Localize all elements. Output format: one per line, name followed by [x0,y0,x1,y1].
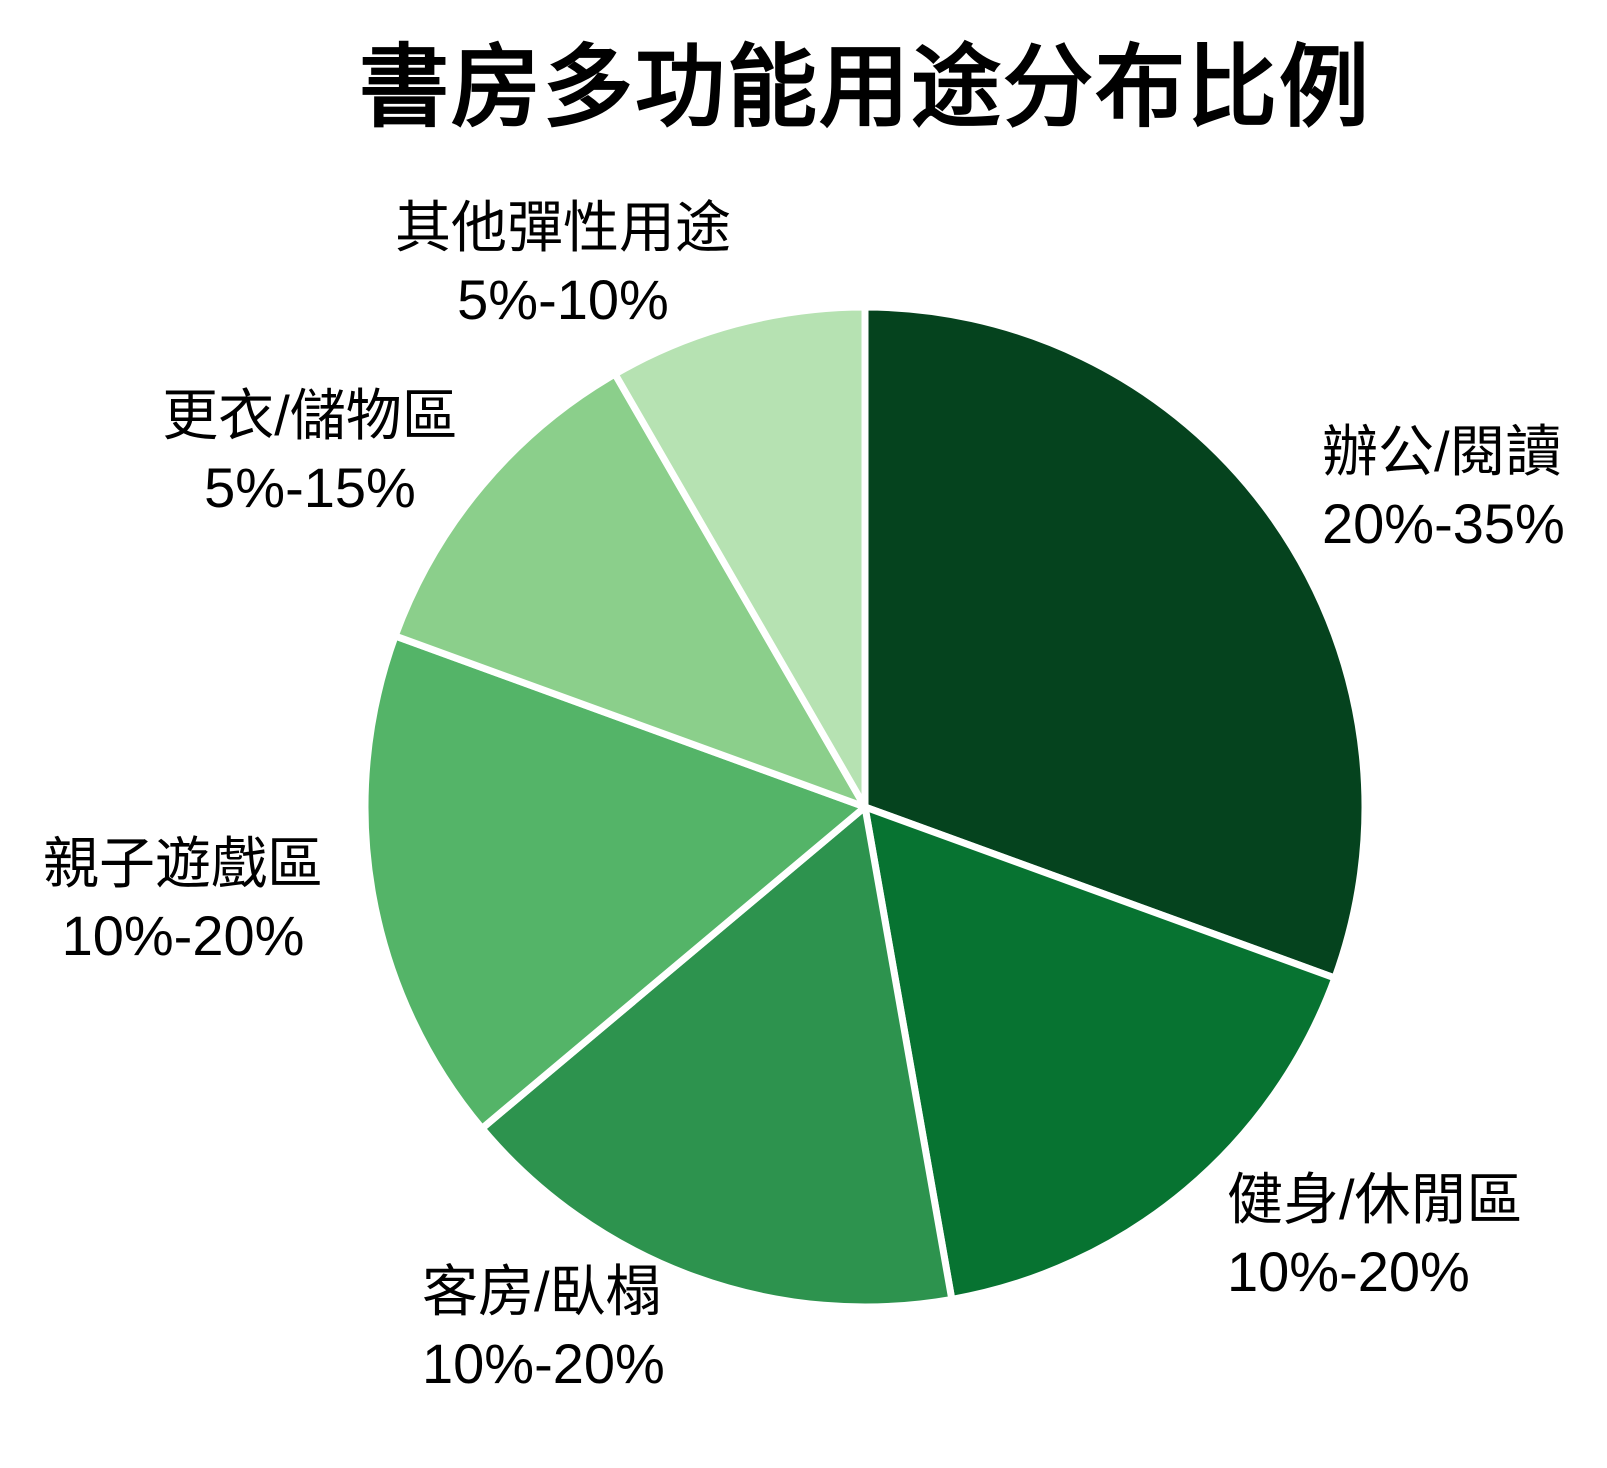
pie-slice-4 [391,370,869,811]
slice-percent-range: 10%-20% [61,903,305,967]
pie-slice-3 [361,632,869,1132]
slice-category-text: 健身/休閒區 [1227,1168,1523,1231]
slice-category-text: 客房/臥榻 [422,1260,662,1323]
pie-slice-5 [611,303,869,811]
pie-slice-label-0: 辦公/閱讀 20%-35% [1322,416,1565,559]
slice-percent-range: 10%-20% [422,1331,665,1395]
pie-slice-label-5: 其他彈性用途 5%-10% [395,192,731,335]
pie-slice-label-3: 親子遊戲區 10%-20% [43,828,323,971]
slice-percent-range: 20%-35% [1322,491,1565,555]
pie-slice-2 [478,803,956,1311]
pie-slice-label-4: 更衣/儲物區 5%-15% [162,380,458,523]
pie-slice-0 [861,303,1369,982]
slice-category-text: 其他彈性用途 [395,196,731,259]
pie-slice-label-2: 客房/臥榻 10%-20% [422,1256,665,1399]
pie-slice-1 [861,803,1339,1303]
slice-category-text: 更衣/儲物區 [162,384,458,447]
pie-slice-label-1: 健身/休閒區 10%-20% [1227,1164,1523,1307]
slice-percent-range: 5%-15% [204,455,416,519]
slice-category-text: 親子遊戲區 [43,832,323,895]
slice-category-text: 辦公/閱讀 [1322,420,1562,483]
chart-title: 書房多功能用途分布比例 [359,38,1371,138]
slice-percent-range: 10%-20% [1227,1239,1470,1303]
slice-percent-range: 5%-10% [457,267,669,331]
